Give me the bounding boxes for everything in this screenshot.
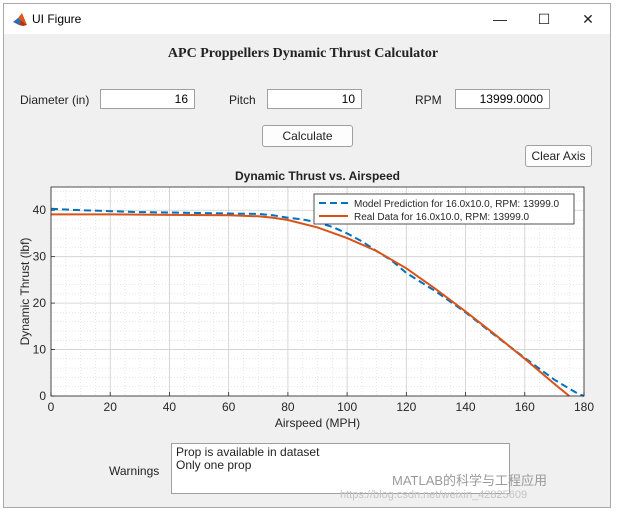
calculate-button[interactable]: Calculate <box>262 125 353 147</box>
title-bar: UI Figure — ☐ ✕ <box>4 4 610 34</box>
y-tick-label: 40 <box>33 203 47 217</box>
warning-line: Only one prop <box>176 458 252 472</box>
x-tick-label: 80 <box>281 400 295 414</box>
watermark-url: https://blog.csdn.net/weixin_42825609 <box>340 489 528 501</box>
y-tick-label: 10 <box>33 343 47 357</box>
chart-title: Dynamic Thrust vs. Airspeed <box>235 169 400 183</box>
watermark-text: MATLAB的科学与工程应用 <box>392 473 548 488</box>
pitch-input[interactable] <box>267 89 362 109</box>
diameter-input[interactable] <box>100 89 195 109</box>
x-tick-label: 160 <box>515 400 535 414</box>
legend-entry: Real Data for 16.0x10.0, RPM: 13999.0 <box>354 212 530 223</box>
app-heading: APC Proppellers Dynamic Thrust Calculato… <box>167 46 439 61</box>
legend: Model Prediction for 16.0x10.0, RPM: 139… <box>313 193 575 225</box>
x-tick-label: 120 <box>396 400 416 414</box>
matlab-logo-icon <box>13 13 27 26</box>
y-tick-label: 30 <box>33 250 47 264</box>
window-title: UI Figure <box>32 12 82 26</box>
y-tick-label: 0 <box>39 389 46 403</box>
close-button[interactable]: ✕ <box>582 10 594 27</box>
legend-entry: Model Prediction for 16.0x10.0, RPM: 139… <box>354 199 560 210</box>
legend-box <box>313 193 575 225</box>
axes-box <box>50 186 585 397</box>
rpm-input[interactable] <box>455 89 550 109</box>
warnings-textarea[interactable]: Prop is available in dataset Only one pr… <box>171 443 510 494</box>
x-tick-label: 140 <box>456 400 476 414</box>
axis-ticks: 0 20 40 60 80 100 120 140 160 180 0 10 20 30 40 <box>33 203 595 414</box>
x-tick-label: 40 <box>163 400 177 414</box>
x-tick-label: 20 <box>104 400 118 414</box>
rpm-label: RPM <box>415 93 442 107</box>
x-tick-label: 60 <box>222 400 236 414</box>
clear-axis-button[interactable]: Clear Axis <box>525 145 592 167</box>
warning-line: Prop is available in dataset <box>176 445 320 459</box>
minimize-button[interactable]: — <box>493 11 507 27</box>
x-tick-label: 180 <box>574 400 594 414</box>
pitch-label: Pitch <box>229 93 256 107</box>
real-data-line <box>51 213 570 397</box>
y-axis-label: Dynamic Thrust (lbf) <box>18 238 32 346</box>
diameter-label: Diameter (in) <box>20 93 90 107</box>
y-tick-label: 20 <box>33 296 47 310</box>
x-tick-label: 100 <box>337 400 357 414</box>
maximize-button[interactable]: ☐ <box>537 10 551 27</box>
dynamic-thrust-plot[interactable]: 0 20 40 60 80 100 120 140 160 180 0 10 20 30 40 Dynami… <box>0 0 619 440</box>
x-tick-label: 0 <box>48 400 55 414</box>
plot-series <box>50 207 585 397</box>
warnings-label: Warnings <box>109 464 160 478</box>
x-axis-label: Airspeed (MPH) <box>275 416 360 430</box>
